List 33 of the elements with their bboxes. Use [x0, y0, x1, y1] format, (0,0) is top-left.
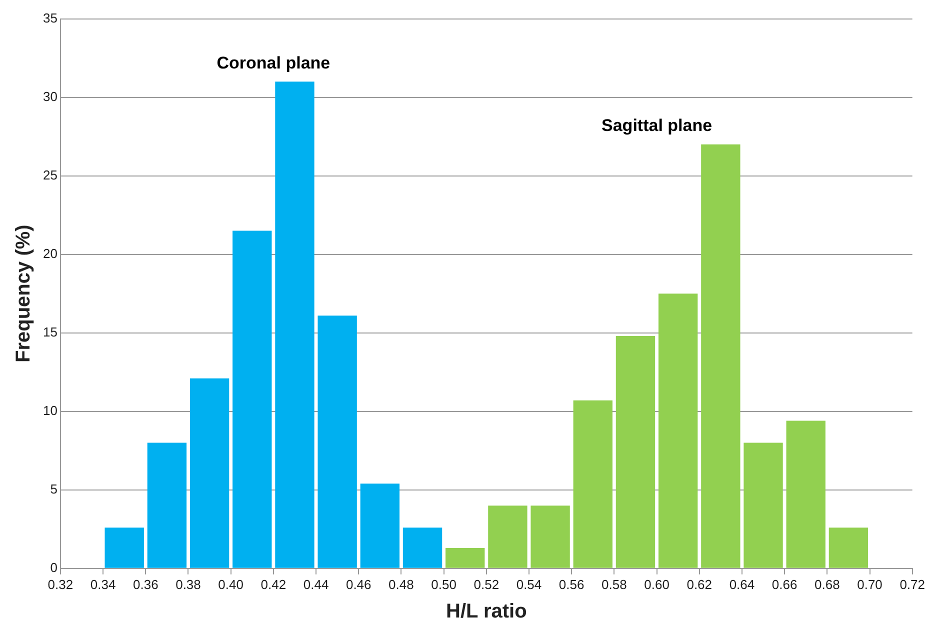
y-tick-label: 15	[42, 324, 58, 340]
x-tick-label: 0.50	[431, 576, 456, 592]
x-tick-label: 0.66	[772, 576, 798, 592]
x-tick-label: 0.38	[176, 576, 201, 592]
x-tick-label: 0.72	[900, 576, 926, 592]
x-tick-label: 0.70	[857, 576, 882, 592]
y-tick-label: 0	[50, 560, 58, 575]
x-tick-label: 0.34	[90, 576, 116, 592]
x-tick-label: 0.36	[132, 576, 158, 592]
y-tick-label: 30	[42, 88, 58, 104]
x-tick-label: 0.56	[558, 576, 584, 592]
y-tick-label: 10	[42, 402, 58, 418]
x-tick-label: 0.32	[48, 576, 74, 592]
series-label: Coronal plane	[216, 53, 330, 72]
x-tick-label: 0.52	[474, 576, 500, 592]
x-tick-label: 0.48	[388, 576, 414, 592]
series-label: Sagittal plane	[602, 116, 712, 136]
x-tick-label: 0.62	[686, 576, 712, 592]
x-tick-label: 0.44	[303, 576, 329, 592]
x-tick-label: 0.42	[260, 576, 286, 592]
x-tick-label: 0.60	[644, 576, 670, 592]
x-tick-label: 0.68	[814, 576, 840, 592]
y-tick-label: 25	[42, 167, 58, 182]
x-tick-label: 0.46	[346, 576, 372, 592]
y-tick-label: 35	[42, 10, 58, 26]
y-axis-title: Frequency (%)	[12, 224, 35, 363]
y-tick-label: 5	[50, 481, 58, 496]
y-tick-label: 20	[42, 246, 58, 261]
x-tick-label: 0.54	[516, 576, 542, 592]
x-tick-label: 0.40	[218, 576, 244, 592]
x-axis-title: H/L ratio	[446, 600, 527, 623]
x-tick-label: 0.64	[729, 576, 755, 592]
x-tick-label: 0.58	[602, 576, 627, 592]
